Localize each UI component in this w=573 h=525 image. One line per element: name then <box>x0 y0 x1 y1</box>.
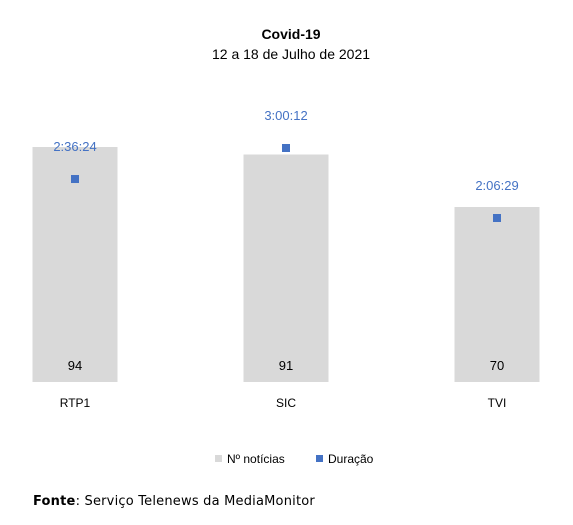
duration-label: 3:00:12 <box>264 108 307 123</box>
chart-title: Covid-19 <box>261 26 320 42</box>
bar-value-label: 94 <box>68 358 82 373</box>
source-note: Fonte: Serviço Telenews da MediaMonitor <box>33 494 315 509</box>
legend-swatch-duration <box>316 455 323 462</box>
bar-sic <box>243 154 329 382</box>
duration-marker <box>71 175 79 184</box>
legend-label-news: Nº notícias <box>227 452 285 466</box>
duration-label: 2:06:29 <box>475 178 518 193</box>
duration-label: 2:36:24 <box>53 139 96 154</box>
bar-value-label: 91 <box>279 358 293 373</box>
bar-tvi <box>454 207 540 382</box>
category-label: SIC <box>276 396 296 410</box>
bar-value-label: 70 <box>490 358 504 373</box>
category-label: RTP1 <box>60 396 91 410</box>
duration-marker <box>493 214 501 222</box>
legend-label-duration: Duração <box>328 452 374 466</box>
plot-area: 94 RTP1 2:36:24 91 SIC 3:00:12 70 TVI 2:06:29 <box>32 108 540 410</box>
chart: Covid-19 12 a 18 de Julho de 2021 94 RTP1… <box>32 26 540 466</box>
source-label: Fonte <box>33 494 76 509</box>
legend-swatch-news <box>215 455 222 462</box>
legend: Nº notícias Duração <box>215 452 374 466</box>
category-label: TVI <box>488 396 507 410</box>
bar-rtp1 <box>32 147 118 382</box>
duration-marker <box>282 144 290 152</box>
source-text: : Serviço Telenews da MediaMonitor <box>75 494 315 509</box>
chart-subtitle: 12 a 18 de Julho de 2021 <box>212 46 370 62</box>
